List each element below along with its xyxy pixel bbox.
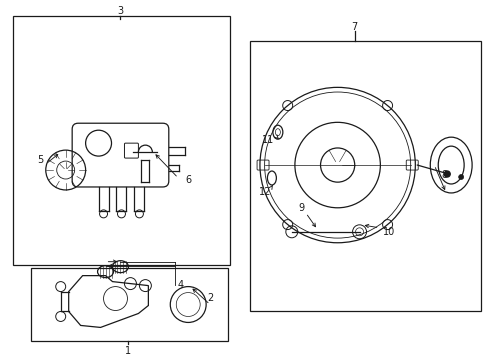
- Text: 3: 3: [117, 6, 123, 15]
- Bar: [31, 268, 227, 341]
- Text: 9: 9: [298, 203, 304, 213]
- Text: 8: 8: [440, 170, 447, 180]
- Bar: [249, 41, 480, 311]
- Text: 1: 1: [125, 346, 131, 356]
- Text: 7: 7: [351, 22, 357, 32]
- Text: 6: 6: [185, 175, 191, 185]
- Text: 2: 2: [206, 293, 213, 302]
- Text: 11: 11: [261, 135, 273, 145]
- Text: 4: 4: [177, 280, 183, 289]
- Text: 5: 5: [38, 155, 44, 165]
- Circle shape: [443, 171, 449, 177]
- Text: 10: 10: [383, 227, 395, 237]
- Text: 12: 12: [258, 187, 270, 197]
- Bar: [13, 15, 229, 265]
- Circle shape: [458, 175, 463, 180]
